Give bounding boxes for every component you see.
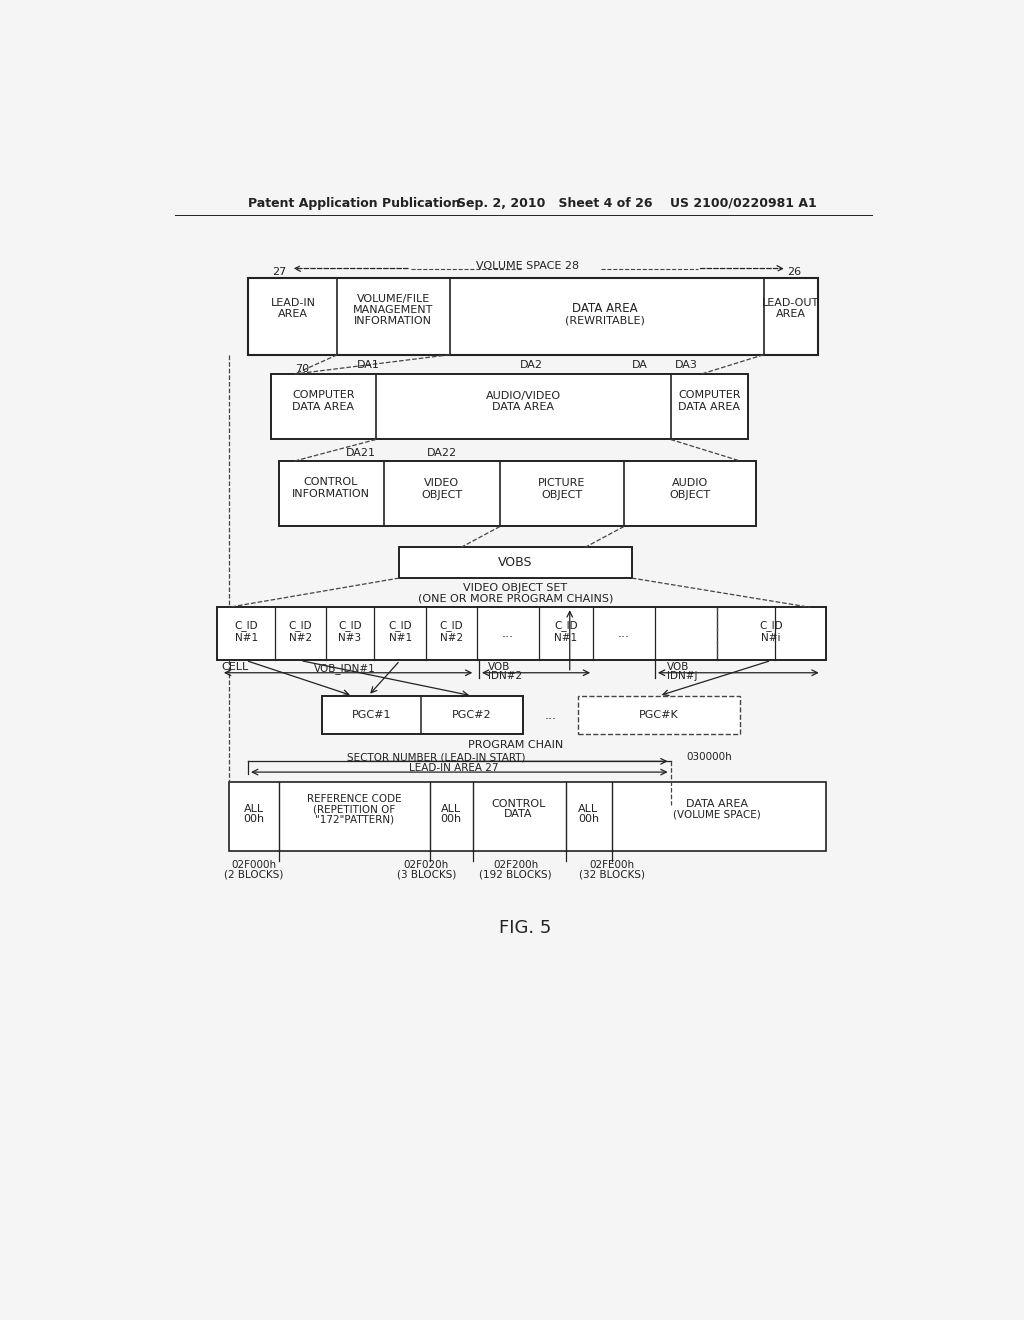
Text: 70: 70 (295, 363, 309, 374)
Text: PGC#2: PGC#2 (453, 710, 492, 721)
Text: CELL: CELL (221, 661, 248, 672)
Text: 030000h: 030000h (686, 752, 732, 763)
Text: "172"PATTERN): "172"PATTERN) (314, 814, 394, 824)
Text: DA2: DA2 (519, 360, 543, 370)
Text: DA22: DA22 (427, 449, 457, 458)
Text: PICTURE: PICTURE (539, 478, 586, 488)
Text: (192 BLOCKS): (192 BLOCKS) (479, 870, 552, 879)
Text: 00h: 00h (440, 814, 462, 824)
Text: N#2: N#2 (289, 634, 312, 643)
Text: C_ID: C_ID (388, 620, 413, 631)
Text: PROGRAM CHAIN: PROGRAM CHAIN (468, 741, 563, 750)
Text: CONTROL: CONTROL (492, 799, 546, 809)
Bar (399, 548, 632, 578)
Text: VOLUME/FILE: VOLUME/FILE (356, 294, 430, 305)
Bar (280, 461, 756, 527)
Text: PGC#1: PGC#1 (351, 710, 391, 721)
Text: DATA AREA: DATA AREA (686, 799, 748, 809)
Text: IDN#j: IDN#j (667, 671, 697, 681)
Text: SECTOR NUMBER (LEAD-IN START): SECTOR NUMBER (LEAD-IN START) (347, 752, 526, 763)
Text: C_ID: C_ID (338, 620, 361, 631)
Text: (VOLUME SPACE): (VOLUME SPACE) (673, 809, 761, 820)
Text: US 2100/0220981 A1: US 2100/0220981 A1 (671, 197, 817, 210)
Text: COMPUTER
DATA AREA: COMPUTER DATA AREA (678, 391, 740, 412)
Text: ALL: ALL (441, 804, 461, 814)
Text: C_ID: C_ID (234, 620, 258, 631)
Text: VOB_: VOB_ (667, 661, 694, 672)
Text: ...: ... (545, 709, 556, 722)
Text: 26: 26 (787, 268, 802, 277)
Text: ALL: ALL (579, 804, 598, 814)
Text: DA1: DA1 (356, 360, 380, 370)
Text: C_ID: C_ID (760, 620, 783, 631)
Bar (322, 696, 523, 734)
Text: DATA AREA: DATA AREA (571, 302, 637, 315)
Text: COMPUTER
DATA AREA: COMPUTER DATA AREA (292, 391, 354, 412)
Text: ...: ... (618, 627, 630, 640)
Text: VOLUME SPACE 28: VOLUME SPACE 28 (475, 261, 579, 271)
Text: N#2: N#2 (440, 634, 463, 643)
Text: DATA: DATA (505, 809, 532, 820)
Text: INFORMATION: INFORMATION (354, 315, 432, 326)
Text: N#1: N#1 (234, 634, 258, 643)
Text: ALL: ALL (244, 804, 263, 814)
Text: OBJECT: OBJECT (542, 490, 583, 500)
Text: C_ID: C_ID (439, 620, 464, 631)
Text: AUDIO/VIDEO: AUDIO/VIDEO (485, 391, 561, 400)
Text: Patent Application Publication: Patent Application Publication (248, 197, 461, 210)
Text: LEAD-IN AREA 27: LEAD-IN AREA 27 (409, 763, 499, 774)
Text: MANAGEMENT: MANAGEMENT (353, 305, 433, 315)
Text: VIDEO OBJECT SET: VIDEO OBJECT SET (464, 583, 567, 593)
Text: N#1: N#1 (389, 634, 412, 643)
Bar (228, 781, 825, 851)
Text: Sep. 2, 2010   Sheet 4 of 26: Sep. 2, 2010 Sheet 4 of 26 (458, 197, 653, 210)
Text: N#i: N#i (762, 634, 781, 643)
Text: REFERENCE CODE: REFERENCE CODE (307, 795, 401, 804)
Text: DA: DA (632, 360, 647, 370)
Text: (REPETITION OF: (REPETITION OF (313, 804, 395, 814)
Text: VOBS: VOBS (499, 556, 532, 569)
Text: 27: 27 (272, 268, 287, 277)
Text: N#1: N#1 (554, 634, 578, 643)
Text: ...: ... (502, 627, 514, 640)
Text: IDN#2: IDN#2 (488, 671, 522, 681)
Text: PGC#K: PGC#K (639, 710, 679, 721)
Text: VIDEO: VIDEO (424, 478, 460, 488)
Text: (2 BLOCKS): (2 BLOCKS) (224, 870, 284, 879)
Text: (3 BLOCKS): (3 BLOCKS) (396, 870, 456, 879)
Text: (ONE OR MORE PROGRAM CHAINS): (ONE OR MORE PROGRAM CHAINS) (418, 594, 613, 603)
Text: OBJECT: OBJECT (670, 490, 711, 500)
Text: (32 BLOCKS): (32 BLOCKS) (580, 870, 645, 879)
Text: 02FE00h: 02FE00h (590, 861, 635, 870)
Bar (248, 277, 818, 355)
Bar (271, 374, 748, 440)
Text: 00h: 00h (578, 814, 599, 824)
Text: N#3: N#3 (339, 634, 361, 643)
Text: DA3: DA3 (675, 360, 697, 370)
Text: LEAD-OUT
AREA: LEAD-OUT AREA (762, 298, 819, 319)
Text: C_ID: C_ID (289, 620, 312, 631)
Text: C_ID: C_ID (554, 620, 578, 631)
Text: VOB_IDN#1: VOB_IDN#1 (314, 664, 376, 675)
Text: 02F020h: 02F020h (403, 861, 449, 870)
Text: DATA AREA: DATA AREA (493, 403, 554, 412)
Text: 00h: 00h (243, 814, 264, 824)
Bar (578, 696, 740, 734)
Text: CONTROL
INFORMATION: CONTROL INFORMATION (292, 477, 370, 499)
Text: VOB_: VOB_ (488, 661, 516, 672)
Text: 02F200h: 02F200h (493, 861, 539, 870)
Text: AUDIO: AUDIO (672, 478, 708, 488)
Text: (REWRITABLE): (REWRITABLE) (564, 315, 644, 326)
Text: FIG. 5: FIG. 5 (499, 920, 551, 937)
Text: OBJECT: OBJECT (421, 490, 463, 500)
Text: 02F000h: 02F000h (231, 861, 276, 870)
Text: DA21: DA21 (345, 449, 376, 458)
Bar (217, 607, 825, 660)
Text: LEAD-IN
AREA: LEAD-IN AREA (270, 298, 315, 319)
